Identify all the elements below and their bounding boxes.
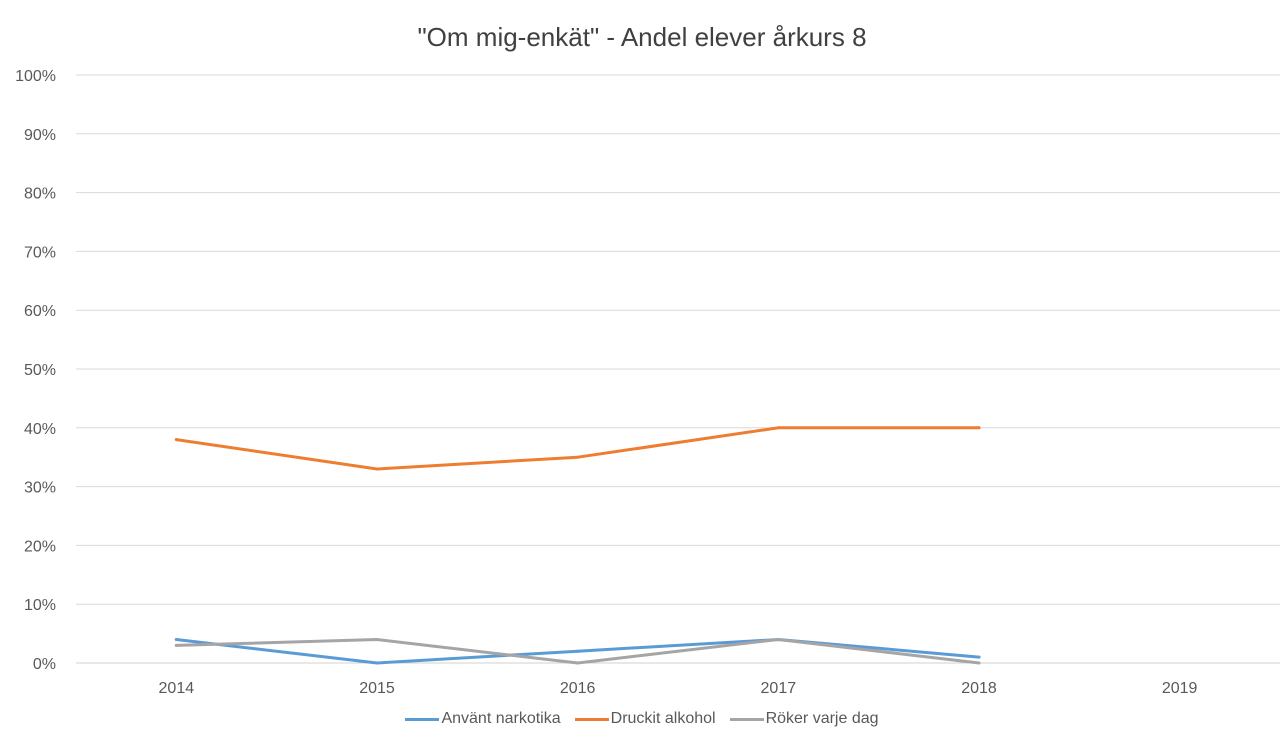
series-lines [174,426,981,665]
y-tick-label: 100% [15,68,56,85]
legend-swatch [729,717,764,721]
y-tick-label: 90% [24,127,56,144]
legend-label: Druckit alkohol [610,710,716,727]
y-tick-label: 80% [24,186,56,203]
x-axis-ticks: 2014 2015 2016 2017 2018 2019 [159,680,1198,697]
x-tick-label: 2016 [560,680,596,697]
legend-label: Röker varje dag [765,710,879,727]
x-tick-label: 2014 [159,680,195,697]
data-point [174,438,178,442]
y-tick-label: 10% [24,597,56,614]
legend-item: Använt narkotika [405,710,561,728]
data-point [776,637,780,641]
data-point [375,661,379,665]
data-point [776,426,780,430]
y-tick-label: 60% [24,303,56,320]
x-tick-label: 2018 [961,680,997,697]
x-tick-label: 2015 [359,680,395,697]
data-point [576,661,580,665]
gridlines [76,74,1280,664]
chart-title: "Om mig-enkät" - Andel elever årkurs 8 [417,22,867,52]
legend-item: Druckit alkohol [574,710,716,728]
y-tick-label: 0% [33,656,56,673]
data-point [375,467,379,471]
y-axis-ticks: 0% 10% 20% 30% 40% 50% 60% 70% 80% 90% 100% [15,68,56,673]
data-point [174,643,178,647]
data-point [977,661,981,665]
legend-swatch [574,717,609,721]
legend-swatch [405,717,440,721]
x-tick-label: 2017 [761,680,797,697]
series-line [174,426,981,471]
y-tick-label: 70% [24,244,56,261]
legend: Använt narkotika Druckit alkohol Röker var… [0,710,1284,728]
data-point [977,426,981,430]
data-point [174,637,178,641]
data-point [375,637,379,641]
y-tick-label: 30% [24,480,56,497]
legend-item: Röker varje dag [729,710,879,728]
y-tick-label: 40% [24,421,56,438]
data-point [576,455,580,459]
data-point [977,655,981,659]
y-tick-label: 20% [24,538,56,555]
legend-label: Använt narkotika [441,710,561,727]
data-point [576,649,580,653]
x-tick-label: 2019 [1162,680,1198,697]
y-tick-label: 50% [24,362,56,379]
